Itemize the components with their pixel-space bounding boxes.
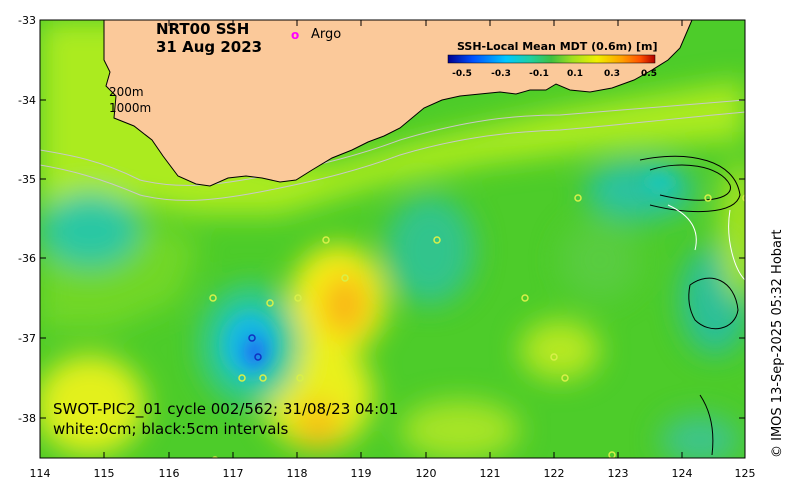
pass-info-line1: SWOT-PIC2_01 cycle 002/562; 31/08/23 04:… [53,400,398,419]
credit-label: © IMOS 13-Sep-2025 05:32 Hobart [770,230,785,458]
colorbar: SSH-Local Mean MDT (0.6m) [m] -0.5 -0.3 … [447,40,657,79]
isobath-lines [40,99,745,201]
colorbar-tick: 0.5 [641,69,657,79]
x-tick-label: 120 [416,467,437,480]
contours [639,155,745,456]
obs-markers [209,194,745,458]
x-tick-label: 123 [608,467,629,480]
plot-frame [39,19,746,459]
isobath-label-200m: 200m [109,85,144,99]
x-axis: 114 115 116 117 118 119 120 121 122 123 … [30,20,756,480]
y-tick-label: -33 [18,14,36,27]
x-tick-label: 116 [159,467,180,480]
argo-legend-label: Argo [311,27,341,42]
colorbar-tick: -0.1 [529,69,549,79]
colorbar-tick: -0.3 [491,69,511,79]
y-tick-label: -35 [18,173,36,186]
x-tick-label: 117 [223,467,244,480]
colorbar-tick: 0.1 [567,69,583,79]
y-tick-label: -38 [18,412,36,425]
x-tick-label: 114 [30,467,51,480]
x-tick-label: 115 [94,467,115,480]
map-title-date: 31 Aug 2023 [156,38,262,56]
x-tick-label: 121 [480,467,501,480]
x-tick-label: 125 [735,467,756,480]
colorbar-title: SSH-Local Mean MDT (0.6m) [m] [457,40,657,53]
y-tick-label: -36 [18,252,36,265]
x-tick-label: 118 [287,467,308,480]
ssh-field [40,20,745,458]
colorbar-gradient [447,54,656,64]
x-tick-label: 124 [672,467,693,480]
map-title-product: NRT00 SSH [156,20,249,38]
eddy-markers [248,334,262,361]
isobath-label-1000m: 1000m [109,101,151,115]
argo-marker-icon: o [291,28,299,42]
x-tick-label: 122 [544,467,565,480]
y-tick-label: -34 [18,94,36,107]
colorbar-tick: -0.5 [452,69,472,79]
eddy-core [224,174,674,377]
x-tick-label: 119 [351,467,372,480]
y-axis: -33 -34 -35 -36 -37 -38 [18,14,745,425]
y-tick-label: -37 [18,332,36,345]
colorbar-tick: 0.3 [604,69,620,79]
pass-info-line2: white:0cm; black:5cm intervals [53,420,289,438]
